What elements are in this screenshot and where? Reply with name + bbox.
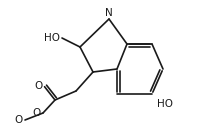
Text: O: O [35, 81, 43, 91]
Text: HO: HO [44, 33, 60, 43]
Text: O: O [15, 115, 23, 125]
Text: HO: HO [157, 99, 173, 109]
Text: O: O [33, 108, 41, 118]
Text: N: N [105, 8, 113, 18]
